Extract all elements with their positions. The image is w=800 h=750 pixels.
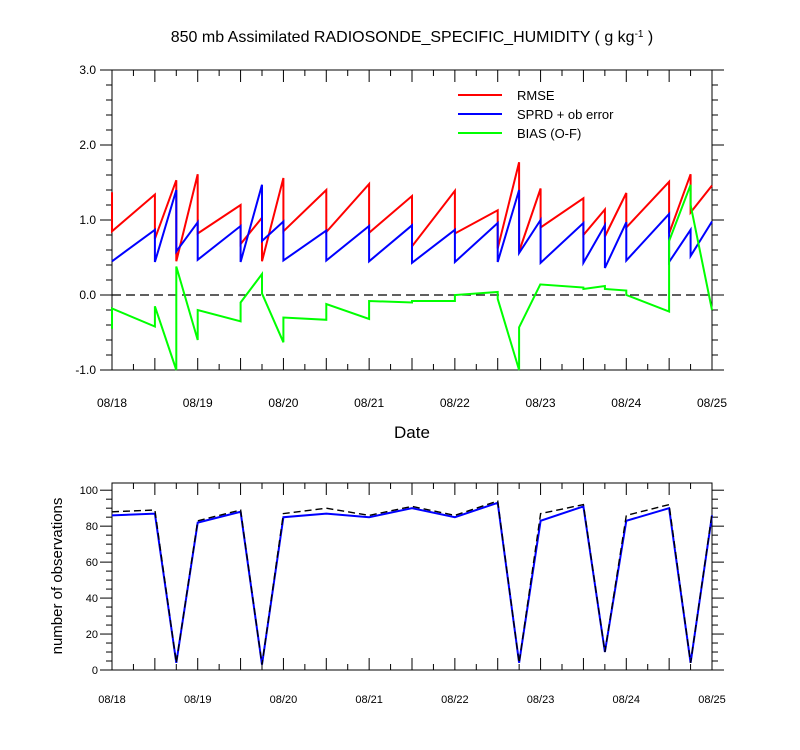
x-tick-label: 08/20	[268, 396, 298, 410]
y-tick-label: 80	[86, 521, 98, 533]
x-tick-label: 08/18	[97, 396, 127, 410]
x-tick-label: 08/19	[183, 396, 213, 410]
y-tick-label: 40	[86, 593, 98, 605]
bottom-panel: 08/18 08/19 08/20 08/21 08/22 08/23 08/24 08/25…	[49, 482, 726, 706]
y-tick-label: 0.0	[79, 288, 96, 302]
y-tick-label: 60	[86, 557, 98, 569]
x-tick-label: 08/25	[697, 396, 727, 410]
legend-label: SPRD + ob error	[517, 107, 614, 122]
legend-label: RMSE	[517, 88, 555, 103]
y-tick-label: 3.0	[79, 63, 96, 77]
top-panel: 850 mb Assimilated RADIOSONDE_SPECIFIC_H…	[75, 29, 727, 443]
plot-frame	[111, 482, 713, 671]
y-tick-label: 20	[86, 629, 98, 641]
y-axis-title: number of observations	[49, 498, 66, 655]
y-tick-label: -1.0	[75, 363, 96, 377]
x-tick-label: 08/23	[527, 694, 555, 706]
x-tick-label: 08/23	[526, 396, 556, 410]
x-tick-label: 08/21	[354, 396, 384, 410]
legend-label: BIAS (O-F)	[517, 126, 581, 141]
y-tick-label: 2.0	[79, 138, 96, 152]
x-tick-label: 08/24	[611, 396, 641, 410]
x-tick-label: 08/22	[441, 694, 469, 706]
series-line-observations-possible	[111, 500, 713, 665]
x-tick-label: 08/22	[440, 396, 470, 410]
x-tick-label: 08/19	[184, 694, 212, 706]
y-tick-label: 1.0	[79, 213, 96, 227]
series-line-bias-o-f	[111, 184, 713, 371]
x-axis-title: Date	[394, 423, 430, 442]
x-tick-label: 08/21	[355, 694, 383, 706]
y-tick-label: 100	[80, 485, 98, 497]
series-line-sprd-ob-error	[111, 184, 713, 269]
x-tick-label: 08/25	[698, 694, 726, 706]
x-tick-label: 08/20	[270, 694, 298, 706]
chart-title: 850 mb Assimilated RADIOSONDE_SPECIFIC_H…	[171, 29, 654, 47]
x-tick-label: 08/18	[98, 694, 126, 706]
y-tick-label: 0	[92, 665, 98, 677]
x-tick-label: 08/24	[613, 694, 641, 706]
series-line-observations-used	[111, 501, 713, 665]
